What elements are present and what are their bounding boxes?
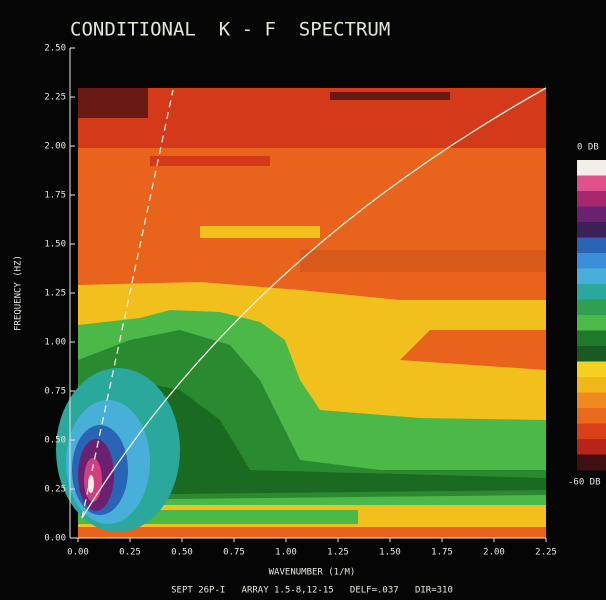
field-red [150, 156, 270, 166]
colorbar-swatch [577, 191, 606, 207]
colorbar-top-label: 0 DB [577, 143, 599, 153]
y-tick-label: 2.00 [44, 142, 66, 152]
field-darkred [330, 92, 450, 100]
colorbar-swatch [577, 423, 606, 440]
x-tick-label: 0.50 [171, 548, 193, 558]
field-darkgreen [78, 380, 546, 495]
colorbar-swatch [577, 315, 606, 331]
x-tick-label: 2.25 [535, 548, 557, 558]
y-tick-label: 1.00 [44, 338, 66, 348]
spectrum-field [56, 87, 547, 538]
colorbar-swatch [577, 330, 606, 347]
chart-title: CONDITIONAL K - F SPECTRUM [70, 19, 390, 41]
colorbar-bottom-label: -60 DB [568, 478, 601, 488]
colorbar-swatch [577, 237, 606, 254]
colorbar-swatch [577, 253, 606, 269]
colorbar-swatch [577, 222, 606, 238]
y-tick-label: 1.75 [44, 191, 66, 201]
colorbar-swatch [577, 160, 606, 176]
colorbar-swatch [577, 346, 606, 362]
x-tick-label: 1.00 [275, 548, 297, 558]
colorbar-swatch [577, 284, 606, 300]
y-tick-label: 0.25 [44, 485, 66, 495]
y-tick-label: 0.50 [44, 436, 66, 446]
y-tick-label: 1.25 [44, 289, 66, 299]
field-red [300, 250, 546, 272]
footer: SEPT 26P-I ARRAY 1.5-8,12-15 DELF=.037 D… [171, 586, 453, 596]
colorbar-swatch [577, 377, 606, 393]
x-tick-label: 0.25 [119, 548, 141, 558]
dispersion-dashed [81, 89, 174, 519]
field-peak [88, 475, 94, 493]
y-tick-label: 1.50 [44, 240, 66, 250]
colorbar-swatch [577, 454, 606, 471]
colorbar-swatch [577, 175, 606, 192]
field-red [78, 88, 546, 148]
y-axis-label: FREQUENCY (HZ) [14, 255, 24, 331]
x-tick-label: 0.75 [223, 548, 245, 558]
colorbar-swatch [577, 361, 606, 378]
x-tick-label: 0.00 [67, 548, 89, 558]
colorbar-swatch [577, 299, 606, 316]
colorbar-swatch [577, 439, 606, 455]
field-darkred [78, 88, 148, 118]
x-axis-label: WAVENUMBER (1/M) [269, 568, 356, 578]
colorbar-swatch [577, 408, 606, 424]
y-tick-label: 0.00 [44, 534, 66, 544]
colorbar-swatch [577, 392, 606, 409]
x-tick-label: 1.75 [431, 548, 453, 558]
colorbar-swatch [577, 206, 606, 223]
x-tick-label: 2.00 [483, 548, 505, 558]
dispersion-curve [81, 87, 547, 519]
y-tick-label: 2.25 [44, 93, 66, 103]
colorbar-swatch [577, 268, 606, 285]
field-orange [78, 527, 546, 538]
y-tick-label: 2.50 [44, 44, 66, 54]
x-tick-label: 1.25 [327, 548, 349, 558]
field-yellow [200, 226, 320, 238]
y-tick-label: 0.75 [44, 387, 66, 397]
x-tick-label: 1.50 [379, 548, 401, 558]
